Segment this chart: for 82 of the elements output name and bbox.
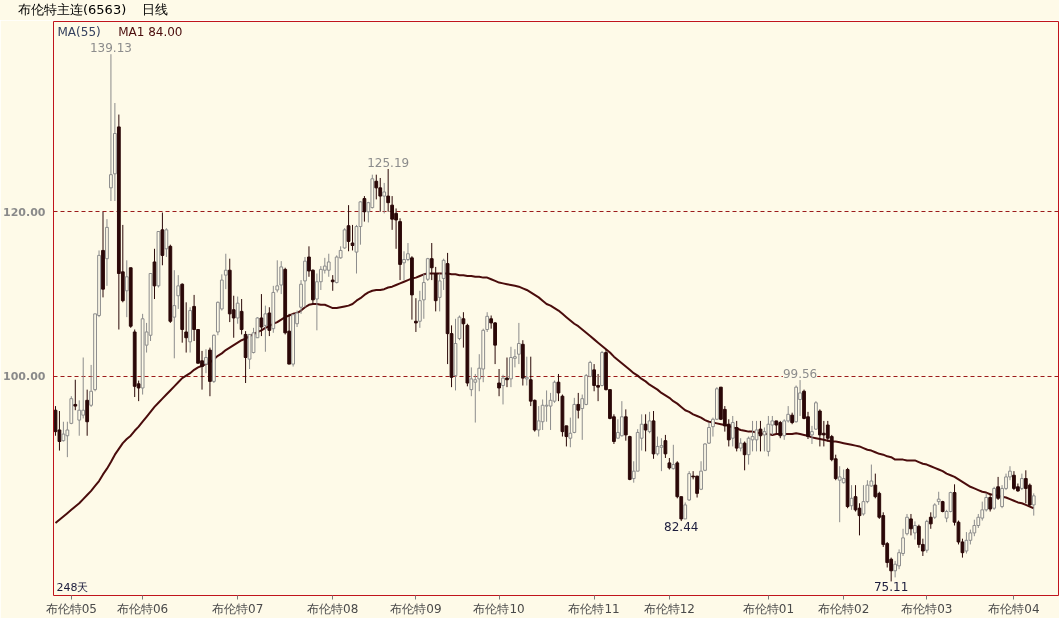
candlestick <box>57 410 62 452</box>
x-tick-label: 布伦特08 <box>307 601 359 616</box>
candlestick <box>659 437 664 472</box>
x-tick-label: 布伦特01 <box>742 601 795 616</box>
x-tick-label: 布伦特10 <box>473 601 525 616</box>
candlestick <box>61 421 66 442</box>
candlestick <box>509 346 513 388</box>
candlestick <box>85 389 90 437</box>
candlestick <box>576 392 581 419</box>
candlestick <box>124 259 129 318</box>
candlestick <box>497 368 501 397</box>
candlestick <box>762 427 767 452</box>
x-tick-label: 布伦特11 <box>568 601 620 616</box>
annotation: 139.13 <box>89 41 132 56</box>
annotation: 82.44 <box>664 520 699 535</box>
candlestick <box>730 415 735 447</box>
candlestick <box>913 520 917 540</box>
candlestick <box>782 418 787 441</box>
candlestick <box>524 356 529 386</box>
legend-title: MA(55) <box>57 24 101 39</box>
candlestick <box>750 420 755 452</box>
candlestick <box>516 322 521 365</box>
candlestick <box>152 248 157 300</box>
x-tick-label: 布伦特04 <box>988 601 1040 616</box>
y-tick-label: 100.00 <box>3 370 46 384</box>
candlestick <box>164 227 169 258</box>
candlestick <box>243 330 248 384</box>
x-tick-label: 布伦特02 <box>818 601 870 616</box>
x-tick-label: 布伦特09 <box>390 601 442 616</box>
x-tick-label: 布伦特12 <box>643 601 696 616</box>
annotation: 75.11 <box>873 580 909 595</box>
chart-title: 布伦特主连(6563) <box>18 2 127 17</box>
candlestick <box>695 475 699 498</box>
candlestick <box>382 182 387 214</box>
candlestick <box>414 297 418 333</box>
candlestick <box>73 379 78 411</box>
candlestick <box>619 400 624 438</box>
y-tick-label: 120.00 <box>3 205 46 219</box>
candlestick <box>544 389 549 423</box>
candlestick <box>754 420 759 452</box>
x-tick-label: 布伦特03 <box>901 601 953 616</box>
candlestick <box>267 306 272 337</box>
annotation: 248天 <box>56 580 89 594</box>
candlestick <box>81 357 86 419</box>
candlestick <box>1031 492 1036 517</box>
candlestick <box>643 413 648 452</box>
candlestick <box>663 434 668 459</box>
candlestick <box>235 296 240 325</box>
candlestick <box>988 492 993 512</box>
candlestick <box>505 357 509 388</box>
candlestick <box>109 53 113 202</box>
annotation: 99.56 <box>782 367 818 382</box>
x-tick-label: 布伦特05 <box>45 601 97 616</box>
candlestick <box>204 348 208 374</box>
text: MA1 84.00 <box>118 24 183 39</box>
candlestick <box>758 420 763 452</box>
candlestick <box>817 408 822 447</box>
x-tick-label: 布伦特06 <box>116 601 169 616</box>
candlestick <box>992 486 997 511</box>
candlestick <box>996 476 1000 501</box>
candlestick <box>734 420 739 452</box>
candlestick <box>671 444 676 470</box>
candlestick <box>239 298 244 335</box>
chart-subtitle: 日线 <box>142 2 169 17</box>
candlestick <box>501 374 505 405</box>
candlestick <box>346 204 351 252</box>
candlestick <box>172 269 177 359</box>
candlestick <box>279 260 284 295</box>
candlestick <box>909 513 913 536</box>
x-tick-label: 布伦特07 <box>212 601 264 616</box>
candlestick <box>623 408 628 442</box>
candlestick <box>742 441 747 471</box>
annotation: 125.19 <box>367 155 410 170</box>
candlestick <box>259 293 264 337</box>
candlestick <box>861 484 866 517</box>
candlestick <box>77 399 82 437</box>
candlestick <box>469 366 474 397</box>
candlestick <box>837 465 842 523</box>
candlestick <box>1012 470 1016 491</box>
candlestick <box>342 227 347 250</box>
candlestick <box>378 177 383 213</box>
candlestick <box>374 174 379 200</box>
